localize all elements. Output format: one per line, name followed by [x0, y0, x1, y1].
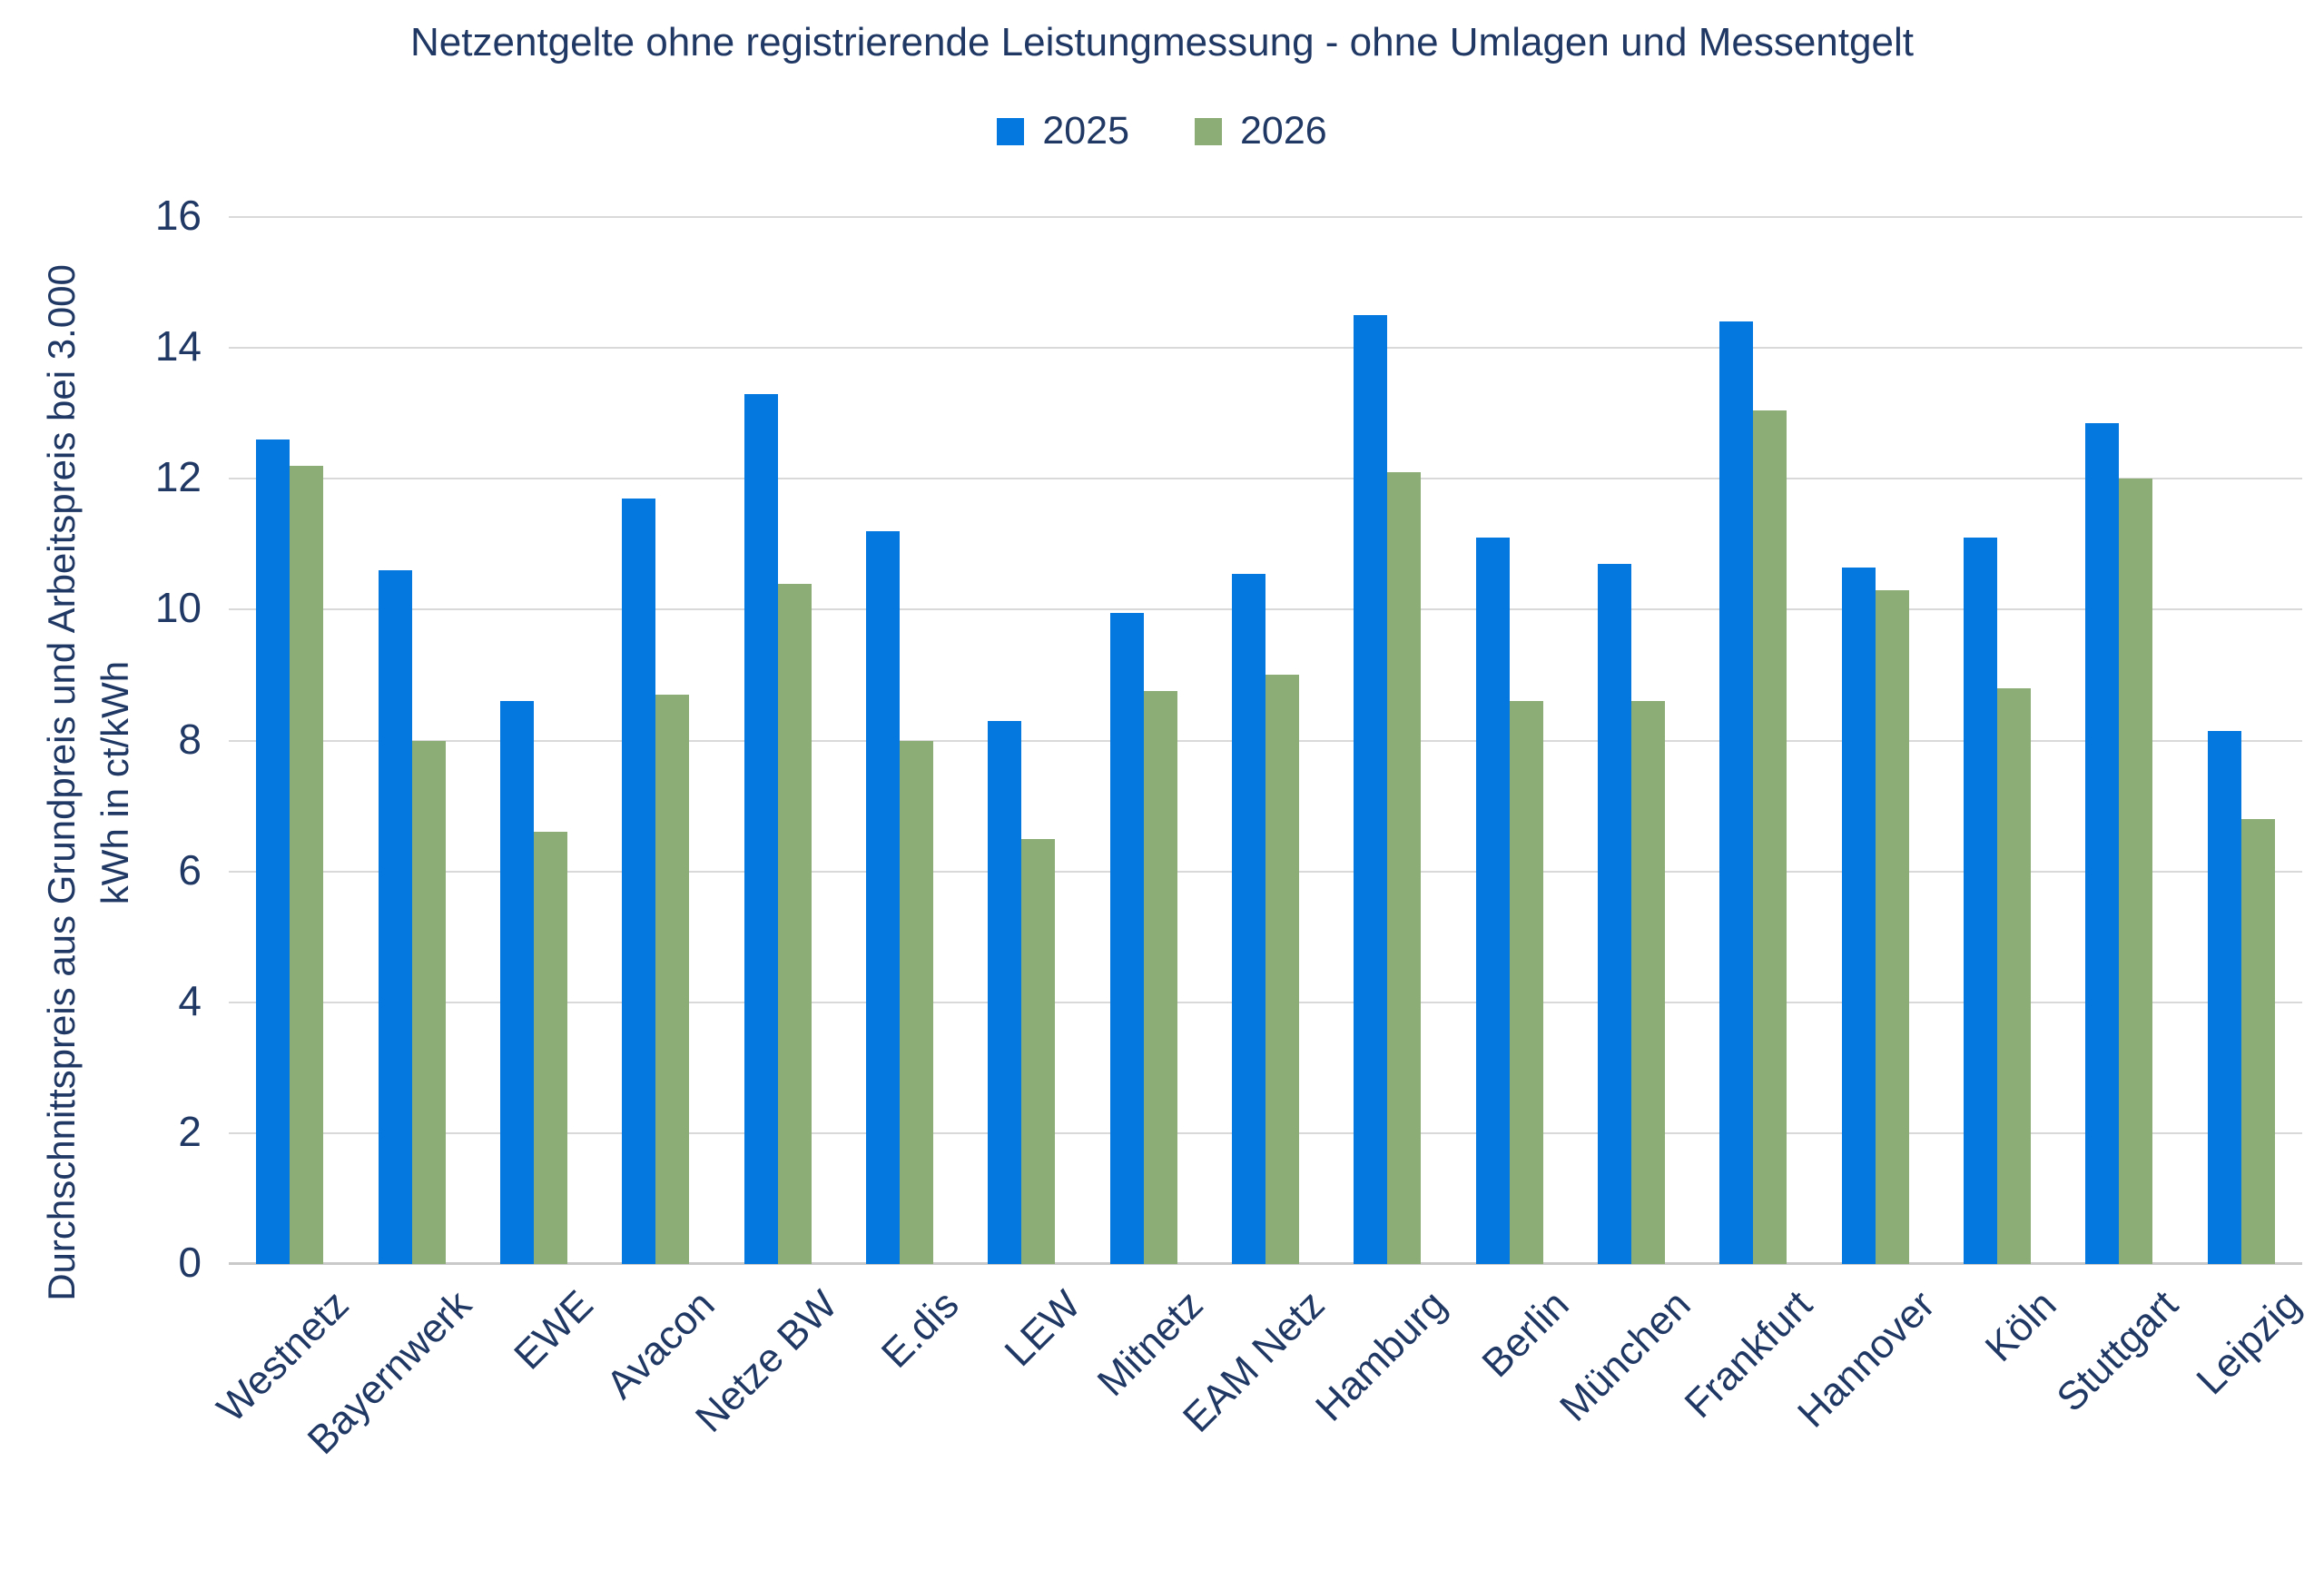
- bar-2025-Berlin: [1475, 538, 1510, 1264]
- y-tick-label-0: 0: [178, 1238, 202, 1286]
- bar-2025-Köln: [1964, 538, 1998, 1264]
- bar-2026-Köln: [1997, 687, 2032, 1264]
- bar-2026-Avacon: [655, 695, 690, 1264]
- bar-2026-Bayernwerk: [411, 740, 446, 1264]
- bar-2026-Berlin: [1509, 701, 1543, 1264]
- y-tick-label-4: 4: [178, 976, 202, 1024]
- y-axis-title-line2: kWh in ct/kWh: [94, 660, 136, 905]
- bar-2025-Avacon: [622, 498, 656, 1264]
- bar-2026-E.dis: [899, 740, 933, 1264]
- bar-2026-Stuttgart: [2119, 479, 2153, 1264]
- bar-2025-E.dis: [865, 530, 900, 1264]
- y-axis-title: Durchschnittspreis aus Grundpreis und Ar…: [35, 264, 143, 1301]
- bar-2025-Bayernwerk: [378, 570, 412, 1264]
- bar-2025-Hamburg: [1354, 315, 1388, 1264]
- gridline-10: [229, 608, 2302, 611]
- legend: 2025 2026: [0, 109, 2324, 153]
- bar-2025-München: [1598, 563, 1632, 1264]
- bar-2025-EWE: [499, 701, 534, 1264]
- bar-2026-Frankfurt: [1753, 410, 1787, 1264]
- legend-item-2025: 2025: [997, 109, 1129, 153]
- bar-2025-Leipzig: [2207, 730, 2241, 1264]
- bar-2025-Frankfurt: [1719, 321, 1754, 1264]
- y-tick-label-14: 14: [154, 321, 202, 370]
- chart-title: Netzentgelte ohne registrierende Leistun…: [410, 20, 1914, 64]
- y-tick-label-6: 6: [178, 845, 202, 894]
- y-tick-label-10: 10: [154, 584, 202, 632]
- bar-2026-EAM Netz: [1265, 675, 1299, 1264]
- y-tick-label-12: 12: [154, 453, 202, 501]
- bar-2026-Westnetz: [290, 465, 324, 1264]
- plot-area: 0 2 4 6 8 10 12 14 16 Westnetz Bayernwerk EWE Avacon…: [155, 192, 2309, 1463]
- bar-2026-Mitnetz: [1143, 691, 1177, 1264]
- legend-swatch-2025: [997, 117, 1025, 145]
- bar-2025-Stuttgart: [2085, 423, 2120, 1264]
- y-tick-label-2: 2: [178, 1107, 202, 1155]
- bar-2026-München: [1631, 701, 1666, 1264]
- bar-2026-LEW: [1021, 838, 1056, 1264]
- bar-2025-Netze BW: [743, 393, 778, 1264]
- bar-2025-LEW: [988, 720, 1022, 1264]
- bar-2025-Mitnetz: [1109, 612, 1144, 1264]
- y-tick-label-16: 16: [154, 191, 202, 239]
- legend-label-2026: 2026: [1240, 109, 1327, 153]
- bar-2025-Hannover: [1841, 567, 1876, 1264]
- bar-2026-Hannover: [1875, 589, 1909, 1264]
- legend-swatch-2026: [1195, 117, 1222, 145]
- bar-2025-EAM Netz: [1232, 573, 1265, 1264]
- bar-2026-EWE: [533, 832, 567, 1264]
- bar-2026-Leipzig: [2240, 818, 2275, 1264]
- legend-item-2026: 2026: [1195, 109, 1327, 153]
- bar-2026-Hamburg: [1387, 472, 1422, 1264]
- gridline-14: [229, 347, 2302, 350]
- y-tick-label-8: 8: [178, 715, 202, 763]
- y-axis-title-line1: Durchschnittspreis aus Grundpreis und Ar…: [40, 264, 84, 1301]
- gridline-16: [229, 216, 2302, 218]
- legend-label-2025: 2025: [1042, 109, 1129, 153]
- gridline-12: [229, 478, 2302, 480]
- bar-2025-Westnetz: [256, 439, 290, 1264]
- bar-2026-Netze BW: [777, 583, 812, 1264]
